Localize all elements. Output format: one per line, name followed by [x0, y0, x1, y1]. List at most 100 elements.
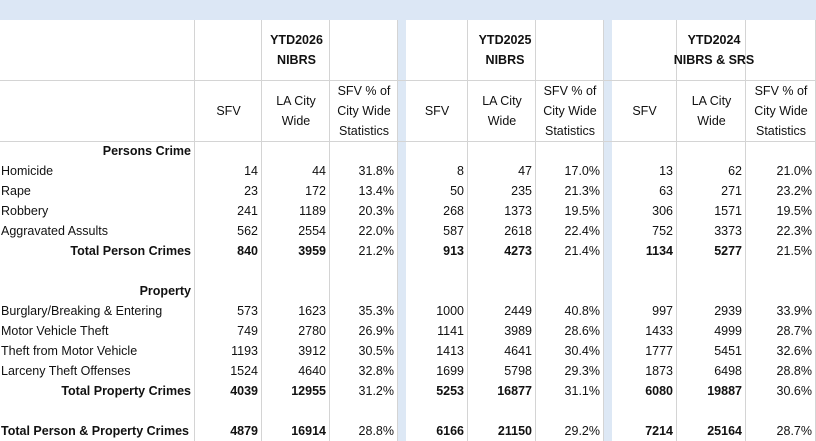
- column-header: SFV: [632, 104, 657, 118]
- header-line: [0, 80, 816, 81]
- group-header: YTD2026: [270, 33, 323, 47]
- cell: 14: [244, 164, 258, 178]
- section-heading: Property: [139, 284, 191, 298]
- cell: 1524: [230, 364, 258, 378]
- row-label: Burglary/Breaking & Entering: [1, 304, 163, 318]
- cell: 2554: [298, 224, 326, 238]
- cell: 4999: [714, 324, 742, 338]
- cell: 1189: [299, 204, 326, 218]
- column-line: [535, 20, 536, 441]
- cell: 22.0%: [358, 224, 394, 238]
- cell: 562: [237, 224, 258, 238]
- cell: 2939: [714, 304, 742, 318]
- group-header: NIBRS: [277, 53, 316, 67]
- cell: 28.7%: [776, 424, 812, 438]
- cell: 22.3%: [776, 224, 812, 238]
- row-label: Total Person Crimes: [70, 244, 191, 258]
- column-line: [261, 20, 262, 441]
- cell: 1433: [645, 324, 673, 338]
- cell: 7214: [645, 424, 673, 438]
- column-line: [329, 20, 330, 441]
- column-line: [397, 20, 398, 441]
- column-line: [745, 20, 746, 441]
- top-band: [0, 0, 816, 20]
- cell: 587: [443, 224, 464, 238]
- cell: 3373: [714, 224, 742, 238]
- cell: 1000: [436, 304, 464, 318]
- group-separator: [398, 20, 406, 441]
- cell: 1134: [645, 244, 673, 258]
- row-label: Theft from Motor Vehicle: [1, 344, 138, 358]
- cell: 4273: [504, 244, 532, 258]
- cell: 62: [728, 164, 742, 178]
- cell: 997: [652, 304, 673, 318]
- column-header: SFV: [216, 104, 241, 118]
- row-label: Rape: [1, 184, 31, 198]
- cell: 172: [305, 184, 326, 198]
- cell: 32.8%: [358, 364, 394, 378]
- cell: 29.2%: [564, 424, 600, 438]
- cell: 268: [443, 204, 464, 218]
- group-header: YTD2025: [478, 33, 532, 47]
- cell: 2780: [298, 324, 326, 338]
- cell: 1413: [436, 344, 464, 358]
- cell: 241: [237, 204, 258, 218]
- cell: 21.0%: [776, 164, 812, 178]
- group-header: YTD2024: [687, 33, 741, 47]
- cell: 21150: [497, 424, 532, 438]
- cell: 16877: [497, 384, 532, 398]
- cell: 16914: [291, 424, 326, 438]
- cell: 6498: [714, 364, 742, 378]
- cell: 35.3%: [358, 304, 394, 318]
- group-header: NIBRS: [485, 53, 525, 67]
- cell: 5253: [436, 384, 464, 398]
- cell: 30.6%: [776, 384, 812, 398]
- cell: 26.9%: [358, 324, 394, 338]
- cell: 1193: [231, 344, 258, 358]
- cell: 3912: [298, 344, 326, 358]
- cell: 4641: [504, 344, 532, 358]
- cell: 3959: [298, 244, 326, 258]
- column-line: [603, 20, 604, 441]
- cell: 5798: [504, 364, 532, 378]
- section-heading: Persons Crime: [102, 144, 191, 158]
- column-header: SFV: [424, 104, 450, 118]
- cell: 6166: [436, 424, 464, 438]
- cell: 19.5%: [564, 204, 600, 218]
- cell: 840: [237, 244, 258, 258]
- cell: 44: [312, 164, 326, 178]
- cell: 12955: [291, 384, 326, 398]
- cell: 30.5%: [358, 344, 394, 358]
- cell: 2618: [504, 224, 532, 238]
- cell: 8: [457, 164, 464, 178]
- column-header: LA City Wide: [691, 94, 732, 128]
- cell: 749: [237, 324, 258, 338]
- cell: 1571: [714, 204, 742, 218]
- cell: 28.6%: [564, 324, 600, 338]
- cell: 28.8%: [776, 364, 812, 378]
- row-label: Total Person & Property Crimes: [1, 424, 190, 438]
- cell: 2449: [504, 304, 532, 318]
- column-header: SFV % of City Wide Statistics: [754, 84, 808, 138]
- cell: 63: [659, 184, 673, 198]
- cell: 22.4%: [564, 224, 600, 238]
- column-header: LA City Wide: [276, 94, 316, 128]
- cell: 19887: [707, 384, 742, 398]
- cell: 306: [652, 204, 673, 218]
- cell: 47: [518, 164, 532, 178]
- cell: 4039: [230, 384, 258, 398]
- cell: 6080: [645, 384, 673, 398]
- cell: 29.3%: [564, 364, 600, 378]
- group-header: NIBRS & SRS: [673, 53, 755, 67]
- cell: 21.4%: [564, 244, 600, 258]
- cell: 913: [443, 244, 464, 258]
- cell: 271: [721, 184, 742, 198]
- row-label: Total Property Crimes: [61, 384, 191, 398]
- cell: 1373: [504, 204, 532, 218]
- cell: 31.2%: [358, 384, 394, 398]
- cell: 17.0%: [564, 164, 600, 178]
- row-label: Aggravated Assults: [1, 224, 109, 238]
- cell: 13.4%: [358, 184, 394, 198]
- header-line: [0, 141, 816, 142]
- cell: 1623: [298, 304, 326, 318]
